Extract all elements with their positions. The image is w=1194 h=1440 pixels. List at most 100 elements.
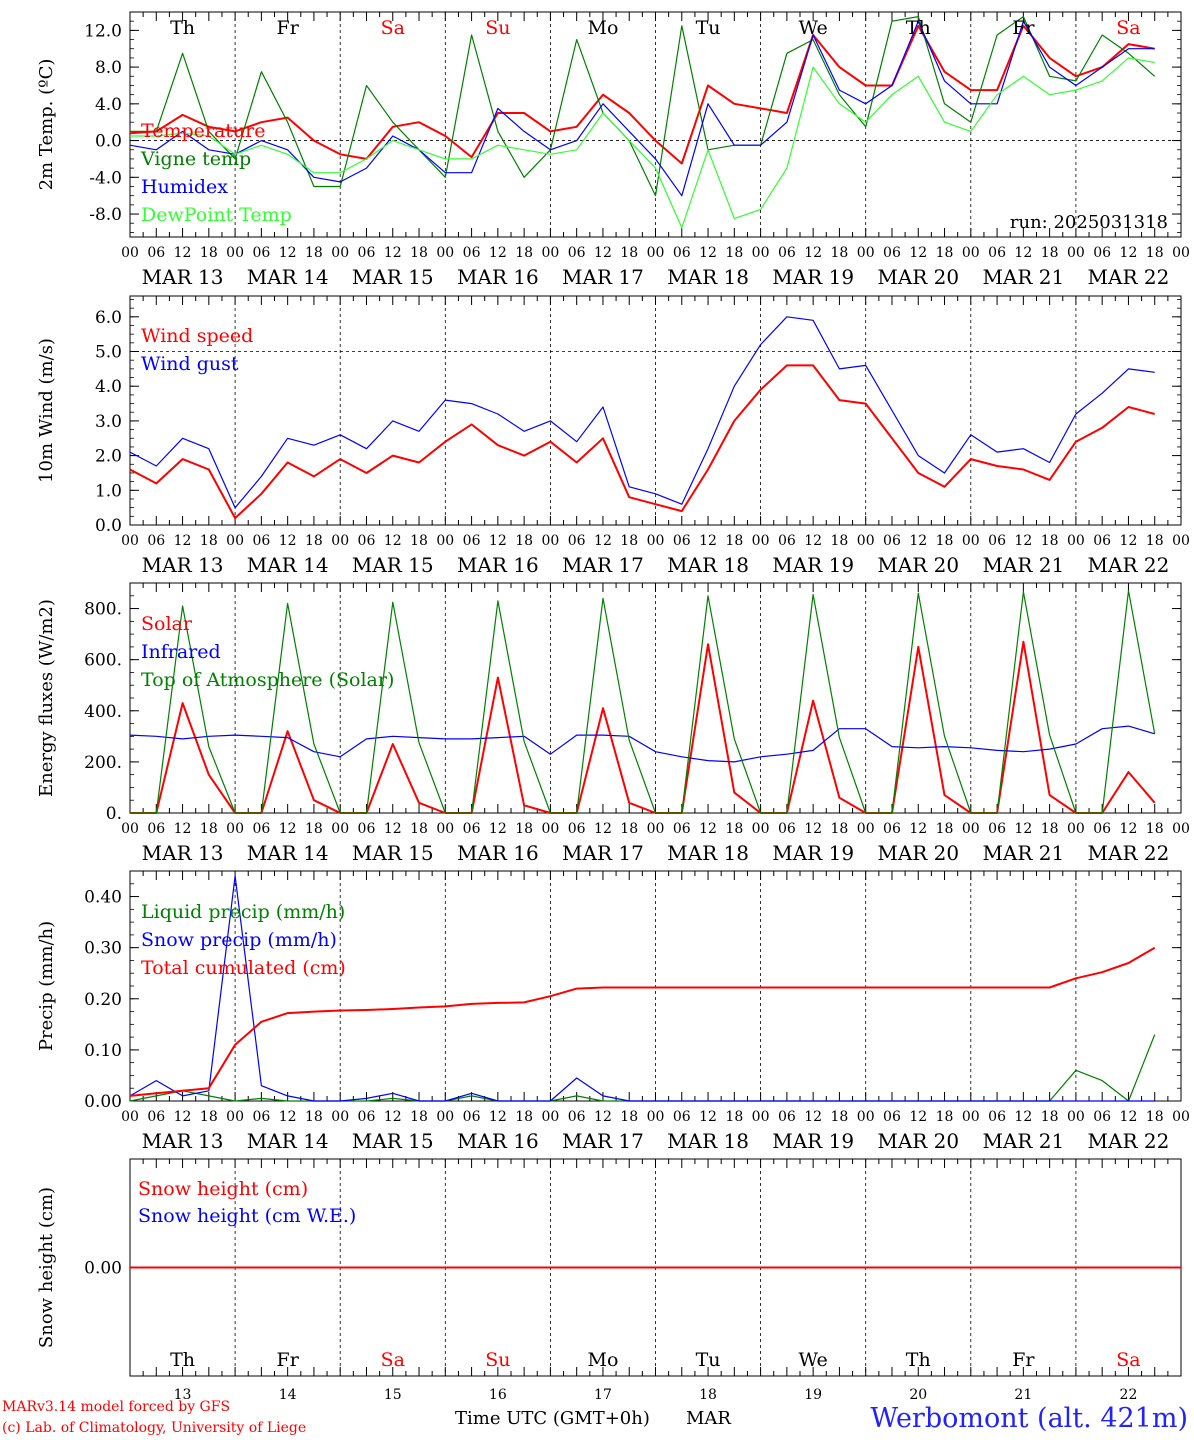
y-axis-label: Precip (mm/h)	[36, 921, 57, 1051]
y-tick-label: 3.0	[95, 412, 122, 432]
x-hour-label: 00	[121, 1109, 139, 1125]
series-solar	[130, 640, 1156, 814]
series-wind-gust	[129, 316, 1155, 509]
x-hour-label: 00	[857, 533, 875, 549]
day-label: Mo	[587, 17, 618, 39]
day-number: 22	[1120, 1387, 1138, 1403]
x-date-label: MAR 18	[667, 1129, 749, 1153]
x-hour-label: 00	[331, 1109, 349, 1125]
x-date-label: MAR 18	[667, 265, 749, 289]
x-date-label: MAR 18	[667, 841, 749, 865]
x-hour-label: 00	[752, 821, 770, 837]
x-date-label: MAR 14	[247, 841, 329, 865]
day-label: Th	[170, 1349, 195, 1371]
x-hour-label: 06	[778, 533, 796, 549]
legend-entry: Solar	[141, 613, 193, 635]
legend-entry: Wind gust	[141, 353, 239, 375]
x-hour-label: 06	[883, 533, 901, 549]
x-date-label: MAR 15	[352, 265, 434, 289]
y-axis-label: Snow height (cm)	[36, 1187, 57, 1348]
legend-entry: Humidex	[141, 176, 228, 198]
x-hour-label: 18	[725, 533, 743, 549]
x-date-label: MAR 14	[247, 1129, 329, 1153]
x-hour-label: 18	[410, 821, 428, 837]
y-tick-label: 0.10	[84, 1041, 122, 1061]
x-date-label: MAR 21	[982, 265, 1064, 289]
footer: MARv3.14 model forced by GFS (c) Lab. of…	[2, 1399, 1188, 1436]
series-total-cumulated-cm-	[129, 946, 1156, 1097]
x-hour-label: 00	[857, 245, 875, 261]
y-tick-label: 800.	[84, 600, 122, 620]
x-hour-label: 18	[936, 821, 954, 837]
x-hour-label: 12	[384, 1109, 402, 1125]
x-date-label: MAR 15	[352, 1129, 434, 1153]
x-hour-label: 18	[305, 245, 323, 261]
x-hour-label: 00	[436, 245, 454, 261]
x-hour-label: 06	[568, 245, 586, 261]
x-hour-label: 12	[909, 1109, 927, 1125]
legend-entry: Infrared	[141, 641, 221, 663]
x-hour-label: 06	[252, 533, 270, 549]
x-hour-label: 12	[174, 245, 192, 261]
x-hour-label: 18	[305, 821, 323, 837]
x-date-label: MAR 19	[772, 1129, 854, 1153]
x-hour-label: 00	[1172, 1109, 1190, 1125]
y-tick-label: 1.0	[95, 481, 122, 501]
x-hour-label: 12	[909, 533, 927, 549]
x-hour-label: 12	[594, 245, 612, 261]
x-date-label: MAR 16	[457, 553, 539, 577]
x-hour-label: 00	[647, 821, 665, 837]
y-tick-label: 0.40	[84, 888, 122, 908]
x-hour-label: 06	[147, 533, 165, 549]
x-hour-label: 18	[936, 1109, 954, 1125]
x-hour-label: 06	[778, 821, 796, 837]
x-date-label: MAR 22	[1088, 265, 1170, 289]
y-tick-label: 0.30	[84, 939, 122, 959]
x-hour-label: 00	[541, 1109, 559, 1125]
legend-entry: Wind speed	[141, 325, 253, 347]
x-hour-label: 06	[1093, 245, 1111, 261]
x-hour-label: 06	[673, 245, 691, 261]
x-date-label: MAR 20	[877, 1129, 959, 1153]
x-hour-label: 12	[594, 1109, 612, 1125]
x-date-label: MAR 18	[667, 553, 749, 577]
x-hour-label: 18	[831, 245, 849, 261]
x-hour-label: 18	[1041, 245, 1059, 261]
x-date-label: MAR 20	[877, 553, 959, 577]
x-date-label: MAR 19	[772, 553, 854, 577]
panel-precip: 0.00 0.10 0.20 0.30 0.40 Precip (mm/h) Liquid …	[36, 870, 1190, 1153]
x-hour-label: 12	[699, 245, 717, 261]
x-hour-label: 00	[541, 821, 559, 837]
series-temperature	[129, 24, 1155, 165]
x-hour-label: 06	[463, 245, 481, 261]
day-label: Tu	[696, 1349, 721, 1371]
x-hour-label: 00	[1067, 1109, 1085, 1125]
y-tick-label: 0.00	[84, 1259, 122, 1279]
x-hour-label: 18	[620, 821, 638, 837]
x-date-label: MAR 15	[352, 841, 434, 865]
x-hour-label: 12	[594, 821, 612, 837]
x-hour-label: 00	[121, 533, 139, 549]
y-tick-label: 0.0	[95, 132, 122, 152]
x-date-label: MAR 19	[772, 841, 854, 865]
x-hour-label: 00	[436, 1109, 454, 1125]
x-hour-label: 12	[594, 533, 612, 549]
day-number: 18	[699, 1387, 717, 1403]
x-hour-label: 18	[515, 1109, 533, 1125]
month-label: MAR	[686, 1408, 731, 1429]
x-date-label: MAR 14	[247, 265, 329, 289]
x-hour-label: 12	[384, 533, 402, 549]
day-label: Su	[485, 1349, 510, 1371]
panel-energy: 0. 200. 400. 600. 800. Energy fluxes (W/m2) So…	[36, 582, 1190, 865]
day-label: Tu	[696, 17, 721, 39]
x-hour-label: 12	[909, 821, 927, 837]
series-dewpoint-temp	[130, 57, 1155, 229]
y-tick-label: 12.0	[84, 21, 122, 41]
x-hour-label: 18	[936, 245, 954, 261]
y-tick-label: 4.0	[95, 95, 122, 115]
x-hour-label: 06	[147, 1109, 165, 1125]
x-hour-label: 18	[831, 1109, 849, 1125]
x-hour-label: 18	[725, 821, 743, 837]
day-number: 15	[384, 1387, 402, 1403]
